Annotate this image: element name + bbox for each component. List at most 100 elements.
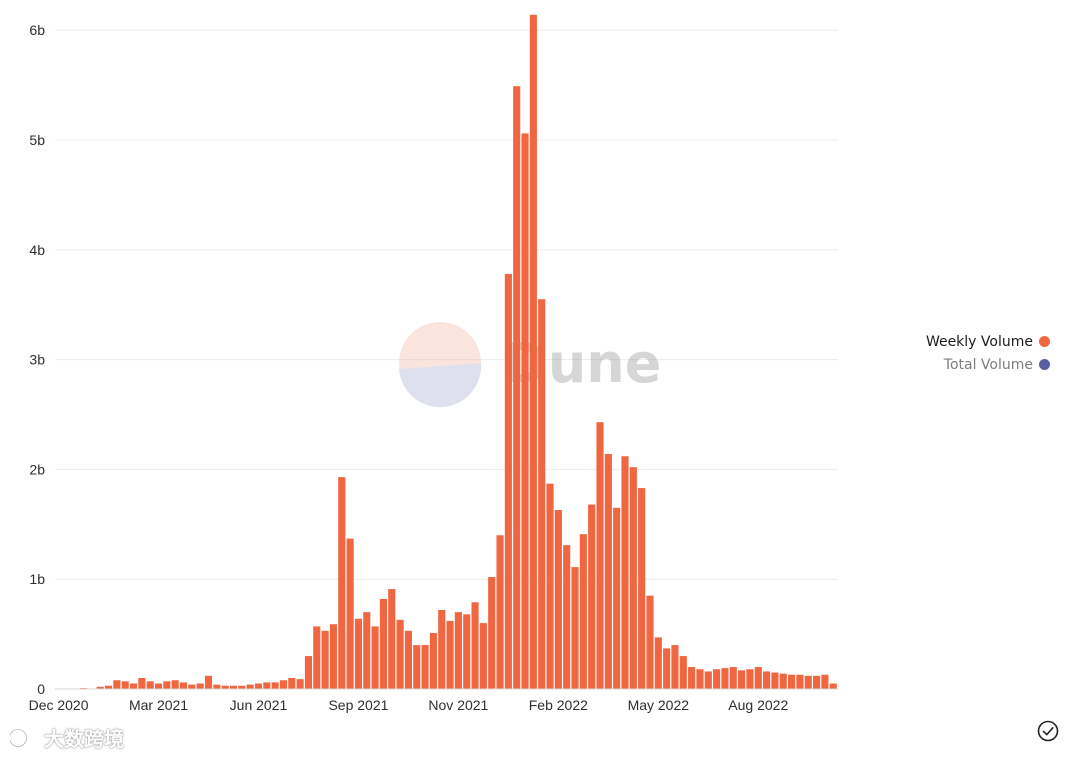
bar[interactable] — [471, 602, 479, 689]
bar[interactable] — [646, 595, 654, 689]
bar[interactable] — [438, 609, 446, 689]
bar[interactable] — [338, 477, 346, 689]
bar[interactable] — [579, 534, 587, 689]
bar[interactable] — [454, 612, 462, 689]
x-tick-label: Aug 2022 — [728, 697, 788, 713]
bar[interactable] — [104, 685, 113, 689]
bar[interactable] — [329, 624, 338, 689]
bar[interactable] — [563, 545, 571, 689]
bar[interactable] — [296, 679, 304, 689]
bar[interactable] — [821, 674, 829, 689]
legend-dot-weekly-volume — [1039, 336, 1050, 347]
bar[interactable] — [746, 669, 754, 689]
bar[interactable] — [171, 680, 179, 689]
legend-item-total-volume[interactable]: Total Volume — [900, 353, 1050, 376]
bar[interactable] — [788, 674, 796, 689]
bar[interactable] — [421, 645, 429, 689]
bar[interactable] — [529, 14, 537, 689]
bar[interactable] — [121, 681, 129, 689]
dune-logo-text: Dune — [503, 332, 661, 395]
bar[interactable] — [496, 535, 504, 689]
bar[interactable] — [213, 684, 221, 689]
bar[interactable] — [413, 645, 421, 689]
watermark-text: 大数跨境 — [44, 727, 124, 751]
bar[interactable] — [188, 684, 196, 689]
bar[interactable] — [488, 577, 496, 689]
bar[interactable] — [146, 681, 154, 689]
bar[interactable] — [588, 504, 596, 689]
bar[interactable] — [654, 637, 662, 689]
bar[interactable] — [254, 683, 263, 689]
bar[interactable] — [688, 667, 696, 689]
bar[interactable] — [263, 682, 271, 689]
x-tick-label: Dec 2020 — [29, 697, 89, 713]
bar[interactable] — [571, 567, 579, 689]
bar[interactable] — [629, 467, 637, 689]
x-tick-label: Feb 2022 — [529, 697, 588, 713]
bar[interactable] — [354, 618, 362, 689]
bar[interactable] — [138, 678, 146, 689]
bar[interactable] — [704, 671, 712, 689]
bar[interactable] — [321, 630, 329, 689]
bar[interactable] — [621, 456, 629, 689]
bar[interactable] — [779, 673, 787, 689]
bar[interactable] — [279, 680, 288, 689]
bar[interactable] — [96, 686, 104, 689]
bar[interactable] — [379, 598, 387, 689]
bar[interactable] — [729, 667, 737, 689]
bar[interactable] — [396, 619, 404, 689]
bar[interactable] — [538, 299, 546, 689]
bar[interactable] — [796, 674, 804, 689]
bar[interactable] — [463, 614, 471, 689]
bar[interactable] — [804, 675, 812, 689]
check-circle-icon[interactable] — [1037, 720, 1059, 742]
bar[interactable] — [221, 685, 229, 689]
bar[interactable] — [696, 669, 704, 689]
bar[interactable] — [479, 623, 487, 689]
bar[interactable] — [446, 620, 454, 689]
bar[interactable] — [271, 682, 279, 689]
legend-item-weekly-volume[interactable]: Weekly Volume — [900, 330, 1050, 353]
bar[interactable] — [246, 684, 254, 689]
bar[interactable] — [304, 656, 313, 689]
bar[interactable] — [546, 483, 554, 689]
bar[interactable] — [163, 681, 171, 689]
bar[interactable] — [754, 667, 762, 689]
bar[interactable] — [204, 675, 213, 689]
bar[interactable] — [113, 680, 121, 689]
bar[interactable] — [604, 454, 612, 689]
bar[interactable] — [521, 133, 529, 689]
bar[interactable] — [596, 422, 604, 689]
bar[interactable] — [638, 488, 646, 689]
bar[interactable] — [371, 626, 379, 689]
bar[interactable] — [763, 671, 771, 689]
x-tick-label: Jun 2021 — [230, 697, 288, 713]
bar[interactable] — [429, 633, 437, 689]
bar[interactable] — [679, 656, 687, 689]
bar[interactable] — [363, 612, 371, 689]
y-tick-label: 4b — [29, 242, 45, 258]
bar[interactable] — [738, 670, 746, 689]
bar[interactable] — [813, 675, 821, 689]
bar[interactable] — [513, 86, 521, 689]
bar[interactable] — [313, 626, 321, 689]
bar[interactable] — [721, 668, 729, 689]
bar[interactable] — [388, 589, 396, 689]
bar[interactable] — [288, 678, 296, 689]
bar[interactable] — [129, 683, 138, 689]
bar[interactable] — [671, 645, 679, 689]
bar[interactable] — [179, 682, 188, 689]
bar[interactable] — [229, 685, 238, 689]
bar[interactable] — [238, 685, 246, 689]
bar[interactable] — [771, 672, 779, 689]
bar[interactable] — [713, 669, 721, 689]
bar[interactable] — [504, 273, 512, 689]
bar[interactable] — [196, 683, 204, 689]
bar[interactable] — [613, 507, 621, 689]
bar[interactable] — [829, 683, 837, 689]
bar[interactable] — [346, 538, 354, 689]
bar[interactable] — [663, 648, 671, 689]
bar[interactable] — [154, 683, 163, 689]
bar[interactable] — [554, 510, 562, 689]
bar[interactable] — [404, 630, 412, 689]
